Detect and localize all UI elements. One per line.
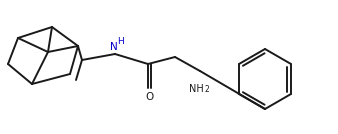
Text: 2: 2 <box>204 85 209 94</box>
Text: H: H <box>117 37 123 46</box>
Text: N: N <box>110 42 118 52</box>
Text: O: O <box>145 92 153 102</box>
Text: NH: NH <box>189 84 203 94</box>
